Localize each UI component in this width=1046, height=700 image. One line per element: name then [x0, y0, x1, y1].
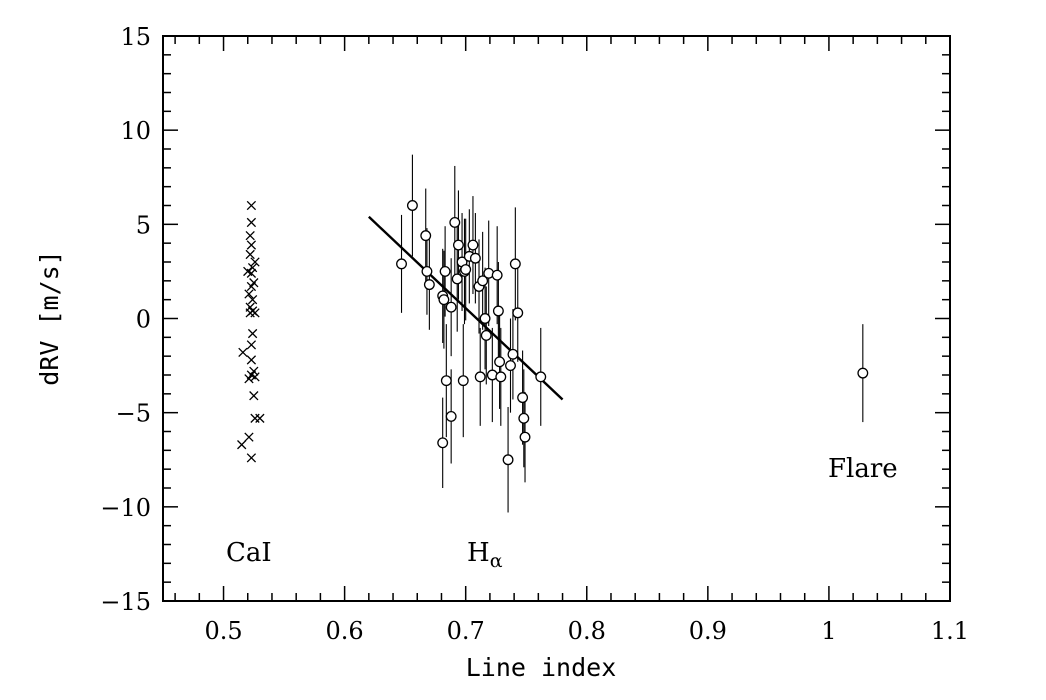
cross-point [246, 340, 257, 350]
circle-point [439, 265, 451, 277]
circle-point [494, 356, 506, 368]
x-tick-label: 0.5 [204, 617, 242, 645]
circle-point [509, 258, 521, 270]
cross-point [249, 391, 259, 401]
plot-frame [162, 35, 951, 602]
cross-point [238, 347, 248, 358]
cross-point [246, 281, 257, 292]
circle-point [507, 348, 519, 360]
cross-point [245, 230, 255, 241]
cross-point [245, 308, 255, 318]
circle-point [477, 275, 489, 287]
cross-point [244, 432, 254, 442]
axis-ticks [163, 35, 951, 602]
circle-point [857, 367, 869, 379]
x-tick-label: 0.8 [568, 617, 606, 645]
circle-point [505, 360, 516, 372]
x-axis-title: Line index [466, 653, 617, 682]
cross-point [246, 240, 257, 250]
cross-point [247, 295, 258, 305]
circle-point [518, 412, 530, 424]
circle-point [423, 279, 435, 291]
circle-point [517, 392, 529, 404]
cross-point [246, 453, 257, 463]
halpha-main: H [467, 538, 490, 568]
circle-point [445, 301, 457, 313]
circle-point [495, 371, 507, 383]
circle-point [512, 307, 524, 319]
cross-point [246, 200, 257, 211]
cross-point [244, 374, 254, 384]
y-tick-label: −5 [116, 400, 151, 428]
tick-labels: 0.5 0.6 0.7 0.8 0.9 1 1.1 15 10 5 0 −5 −10 −15 [100, 23, 969, 645]
x-tick-label: 0.7 [447, 617, 485, 645]
y-tick-label: 10 [120, 117, 151, 145]
cross-point [237, 440, 247, 450]
circle-point [421, 265, 433, 277]
error-bars [400, 154, 864, 513]
circle-point [452, 239, 464, 251]
data-markers [237, 200, 869, 466]
y-tick-label: 15 [120, 23, 151, 51]
x-tick-label: 1 [821, 617, 836, 645]
cross-point [250, 308, 260, 318]
circle-point [445, 410, 457, 422]
halpha-subscript: α [490, 550, 503, 572]
cross-point [247, 328, 258, 339]
circle-point [406, 200, 418, 211]
y-tick-label: 0 [136, 306, 151, 334]
cross-point [246, 217, 257, 228]
cross-point [246, 355, 257, 365]
circle-point [460, 264, 472, 275]
y-tick-label: −15 [100, 588, 151, 616]
circle-point [396, 258, 407, 270]
circle-point [535, 371, 547, 383]
circle-point [467, 239, 479, 251]
fit-line-group [368, 215, 564, 401]
cross-point [247, 262, 258, 273]
circle-point [449, 216, 461, 228]
cross-point [246, 268, 257, 278]
circle-point [519, 431, 531, 443]
circle-point [440, 375, 452, 387]
circle-point [502, 454, 514, 466]
circle-point [479, 313, 491, 324]
cross-point [244, 289, 254, 299]
annotation-halpha: Hα [467, 538, 503, 572]
circle-point [451, 273, 463, 285]
y-tick-label: −10 [100, 494, 151, 522]
cross-point [255, 413, 265, 423]
x-tick-label: 1.1 [931, 617, 969, 645]
annotation-flare: Flare [828, 454, 898, 484]
circle-point [437, 437, 449, 449]
circle-point [492, 305, 504, 317]
y-axis-title: dRV [m/s] [35, 250, 64, 385]
circle-point [457, 375, 469, 387]
annotation-cai: CaI [226, 538, 272, 568]
circle-point [438, 294, 450, 306]
cross-point [250, 372, 260, 382]
circle-point [480, 330, 492, 341]
circle-point [469, 252, 481, 264]
cross-point [245, 249, 255, 260]
cross-point [250, 413, 260, 423]
y-tick-label: 5 [136, 211, 151, 239]
cross-point [250, 257, 260, 267]
circle-point [420, 230, 432, 242]
circle-point [474, 371, 486, 383]
x-tick-label: 0.6 [326, 617, 364, 645]
fit-line [368, 215, 564, 401]
circle-point [491, 269, 503, 281]
x-tick-label: 0.9 [689, 617, 727, 645]
